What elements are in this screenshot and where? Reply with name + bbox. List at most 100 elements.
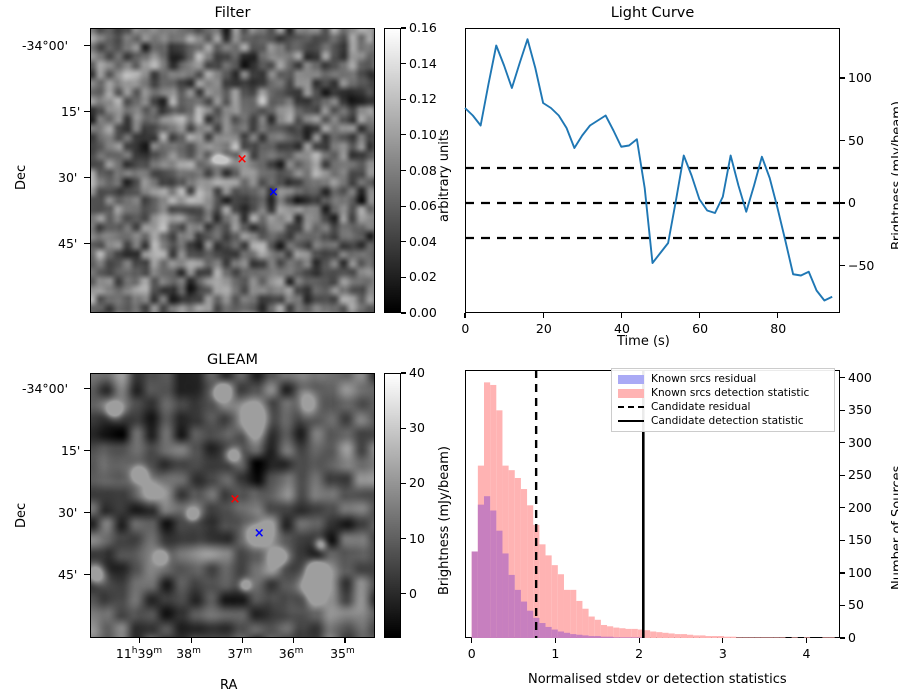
hist-bar-detection-27 <box>637 629 644 638</box>
light-curve-title: Light Curve <box>610 5 695 21</box>
filter-cb-ticklabel-2: 0.04 <box>409 233 437 249</box>
light-curve-yticklabel-0: 100 <box>848 70 872 85</box>
gleam-xticklabel-0: 11h39m <box>115 646 163 662</box>
filter-ytick-3: 45' <box>58 236 78 251</box>
filter-cb-tickmark-3 <box>401 205 406 207</box>
light-curve-xtickmark-3 <box>698 313 700 318</box>
filter-cb-ticklabel-0: 0.00 <box>409 305 437 320</box>
histogram-legend[interactable]: Known srcs residual Known srcs detection … <box>611 368 835 432</box>
light-curve-yticklabel-2: 0 <box>848 195 856 210</box>
filter-cb-tickmark-7 <box>401 63 406 65</box>
hist-bar-detection-36 <box>693 635 700 638</box>
light-curve-plot-area[interactable] <box>465 28 840 313</box>
gleam-cb-ticklabel-1: 10 <box>409 530 425 546</box>
filter-cb-ticklabel-7: 0.14 <box>409 55 437 71</box>
light-curve-ytickmark-1 <box>840 139 845 142</box>
histogram-xtickmark-1 <box>554 638 556 643</box>
gleam-cb-ticklabel-3: 30 <box>409 420 425 436</box>
hist-bar-detection-50 <box>779 637 786 638</box>
hist-bar-overlap-12 <box>545 626 552 638</box>
histogram-yticklabel-1: 50 <box>848 597 864 613</box>
light-curve-xtickmark-4 <box>776 313 779 318</box>
legend-label-1: Known srcs detection statistic <box>651 387 810 399</box>
gleam-colorbar[interactable] <box>384 373 401 638</box>
histogram-ytickmark-4 <box>840 507 845 509</box>
gleam-cb-tickmark-1 <box>401 538 406 540</box>
hist-bar-overlap-16 <box>570 634 577 638</box>
hist-bar-detection-7 <box>514 477 521 638</box>
hist-bar-detection-28 <box>643 630 651 638</box>
histogram-xticklabel-3: 3 <box>718 646 727 661</box>
gleam-sky-image[interactable]: × × <box>90 373 375 638</box>
gleam-panel-title: GLEAM <box>207 352 258 368</box>
hist-bar-detection-58 <box>828 637 835 638</box>
hist-bar-detection-45 <box>748 637 755 638</box>
legend-row-3[interactable]: Candidate detection statistic <box>618 414 828 428</box>
filter-cb-ticklabel-4: 0.08 <box>409 162 437 178</box>
gleam-xticklabel-3: 36m <box>278 646 304 662</box>
hist-bar-detection-43 <box>736 637 743 638</box>
hist-bar-detection-8 <box>520 489 528 638</box>
histogram-ytickmark-5 <box>840 474 845 476</box>
hist-bar-overlap-9 <box>527 610 534 638</box>
legend-row-2[interactable]: Candidate residual <box>618 400 828 414</box>
gleam-ytick-2: 30' <box>58 505 78 520</box>
histogram-yticklabel-3: 150 <box>848 532 872 548</box>
hist-bar-overlap-2 <box>484 496 491 638</box>
hist-bar-overlap-17 <box>576 634 583 638</box>
legend-line-3 <box>618 420 644 422</box>
histogram-xtickmark-4 <box>805 638 808 643</box>
histogram-xtickmark-3 <box>722 638 724 643</box>
hist-bar-detection-35 <box>687 634 694 638</box>
gleam-cb-ticklabel-2: 20 <box>409 475 425 491</box>
filter-panel-title: Filter <box>214 5 251 21</box>
filter-sky-image[interactable]: × × <box>90 28 375 313</box>
light-curve-yticklabel-3: −50 <box>848 257 875 273</box>
gleam-xtickmark-2 <box>241 638 244 643</box>
hist-bar-detection-40 <box>717 636 724 638</box>
histogram-ytickmark-6 <box>840 442 845 444</box>
hist-bar-overlap-15 <box>563 632 571 638</box>
histogram-ytickmark-3 <box>840 539 845 541</box>
legend-swatch-1 <box>618 388 644 398</box>
gleam-ytick-mark-3 <box>84 574 90 576</box>
gleam-xtickmark-0 <box>139 638 141 643</box>
filter-cb-tickmark-8 <box>401 27 406 29</box>
hist-bar-detection-18 <box>582 608 589 638</box>
gleam-ytick-1: 15' <box>61 443 81 458</box>
hist-bar-overlap-23 <box>613 637 620 638</box>
hist-bar-detection-4 <box>496 410 503 638</box>
gleam-cb-tickmark-2 <box>401 482 406 484</box>
hist-bar-detection-6 <box>508 470 515 638</box>
filter-cb-ticklabel-3: 0.06 <box>409 198 437 214</box>
legend-row-0[interactable]: Known srcs residual <box>618 372 828 386</box>
hist-bar-overlap-11 <box>539 623 546 638</box>
hist-bar-detection-41 <box>723 636 731 638</box>
hist-bar-detection-24 <box>619 628 626 638</box>
filter-cb-tickmark-0 <box>401 312 406 314</box>
gleam-ytick-3: 45' <box>58 567 78 582</box>
histogram-ytickmark-8 <box>840 377 845 379</box>
hist-bar-detection-31 <box>662 632 669 638</box>
hist-bar-detection-23 <box>613 627 620 638</box>
hist-bar-detection-54 <box>803 637 811 638</box>
filter-ytick-mark-2 <box>84 177 90 179</box>
hist-bar-overlap-26 <box>631 637 638 638</box>
filter-cb-tickmark-5 <box>401 134 406 136</box>
filter-cb-tickmark-6 <box>401 98 406 100</box>
histogram-ytickmark-7 <box>840 409 845 411</box>
histogram-ytickmark-0 <box>840 637 845 639</box>
histogram-xticklabel-4: 4 <box>802 646 811 661</box>
hist-bar-overlap-22 <box>607 636 614 638</box>
filter-ytick-1: 15' <box>61 104 81 119</box>
filter-ytick-0: -34°00' <box>22 38 69 53</box>
legend-row-1[interactable]: Known srcs detection statistic <box>618 386 828 400</box>
hist-bar-detection-22 <box>607 626 614 638</box>
light-curve-xticklabel-3: 60 <box>692 321 709 336</box>
gleam-xticklabel-1: 38m <box>176 646 201 662</box>
hist-bar-overlap-14 <box>557 631 564 638</box>
filter-colorbar[interactable] <box>384 28 401 313</box>
histogram-yticklabel-6: 300 <box>848 434 872 450</box>
hist-bar-detection-46 <box>754 637 761 638</box>
